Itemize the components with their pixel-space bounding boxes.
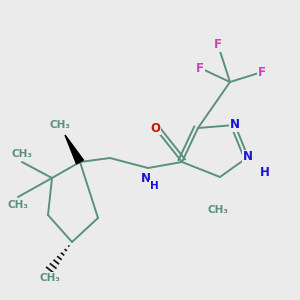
Text: F: F <box>196 61 204 74</box>
Text: H: H <box>260 166 270 178</box>
Text: N: N <box>141 172 151 184</box>
Text: CH₃: CH₃ <box>8 200 29 210</box>
Text: O: O <box>150 122 160 134</box>
Text: CH₃: CH₃ <box>50 120 70 130</box>
Text: CH₃: CH₃ <box>40 273 61 283</box>
Text: F: F <box>214 38 222 52</box>
Text: CH₃: CH₃ <box>11 149 32 159</box>
Text: H: H <box>150 181 158 191</box>
Polygon shape <box>65 135 83 164</box>
Text: N: N <box>230 118 240 131</box>
Text: CH₃: CH₃ <box>208 205 229 215</box>
Text: F: F <box>258 65 266 79</box>
Text: N: N <box>243 151 253 164</box>
